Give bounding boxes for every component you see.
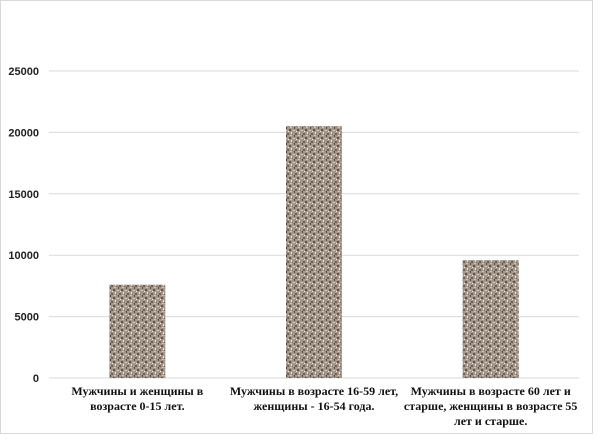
bar (109, 284, 166, 378)
bar-chart: 0 5000 10000 15000 20000 25000 (8, 66, 579, 385)
x-category-label: Мужчины и женщины в возрасте 0-15 лет. (71, 384, 204, 413)
y-tick-label: 15000 (8, 189, 39, 201)
x-category-label: Мужчины в возрасте 16-59 лет, женщины - … (229, 384, 399, 413)
y-axis-ticks: 0 5000 10000 15000 20000 25000 (8, 66, 39, 385)
y-tick-label: 5000 (15, 312, 39, 324)
x-category-label: Мужчины в возрасте 60 лет и старше, женщ… (403, 384, 578, 428)
y-tick-label: 0 (33, 373, 39, 385)
bars (109, 126, 519, 378)
y-tick-label: 10000 (8, 250, 39, 262)
y-tick-label: 20000 (8, 127, 39, 139)
bar (462, 260, 519, 378)
chart-frame: 0 5000 10000 15000 20000 25000 Мужчины и женщ… (0, 0, 593, 434)
bar (286, 126, 342, 378)
y-tick-label: 25000 (8, 66, 39, 78)
